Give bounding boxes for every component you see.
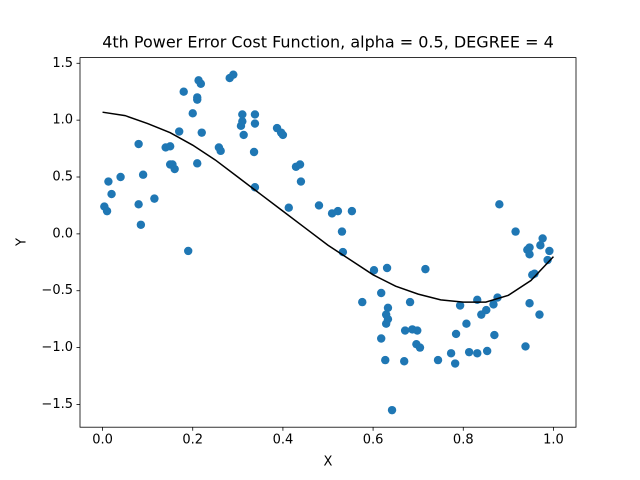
point [462, 319, 471, 328]
point [369, 266, 379, 275]
y-tick-label: 0.0 [52, 226, 73, 241]
y-tick-label: 1.5 [52, 56, 73, 71]
point [535, 310, 544, 319]
point [314, 201, 324, 210]
point [150, 194, 159, 203]
point [333, 206, 343, 216]
point [216, 146, 225, 156]
x-tick-label: 0.0 [92, 433, 113, 448]
point [193, 95, 202, 104]
point [165, 142, 175, 151]
point [358, 297, 367, 307]
point [377, 288, 386, 298]
point [193, 159, 202, 168]
point [525, 250, 534, 259]
x-tick-label: 0.4 [273, 433, 294, 448]
point [451, 329, 461, 339]
point [446, 349, 456, 358]
point [136, 220, 146, 229]
point [107, 189, 116, 199]
point [102, 206, 112, 216]
point [382, 263, 392, 273]
point [543, 255, 552, 265]
point [250, 110, 260, 119]
point [387, 405, 397, 415]
plot-frame [79, 57, 577, 428]
point [455, 301, 465, 310]
point [405, 297, 415, 307]
point [400, 326, 410, 335]
point [229, 70, 238, 79]
point [482, 346, 492, 356]
y-tick-label: 1.0 [52, 113, 73, 128]
x-tick-label: 0.8 [453, 433, 474, 448]
point [377, 334, 386, 343]
point [490, 330, 499, 340]
x-tick-label: 1.0 [543, 433, 564, 448]
point [381, 355, 390, 365]
point [525, 299, 534, 308]
point [464, 347, 474, 357]
point [250, 119, 260, 128]
point [238, 110, 247, 119]
point [415, 343, 425, 352]
x-tick-label: 0.6 [363, 433, 384, 448]
point [450, 359, 460, 368]
point [134, 139, 143, 149]
point [138, 170, 148, 179]
point [250, 183, 260, 192]
y-tick-label: −1.5 [41, 397, 73, 412]
x-tick-label: 0.2 [182, 433, 203, 448]
y-tick-label: 0.5 [52, 170, 73, 185]
point [284, 203, 293, 212]
point [538, 234, 547, 243]
point [433, 355, 443, 365]
point [383, 314, 393, 324]
point [116, 172, 125, 182]
point [383, 303, 393, 312]
point [296, 177, 306, 186]
point [511, 227, 520, 236]
point [249, 147, 259, 157]
point [170, 164, 179, 174]
point [421, 264, 430, 274]
point [278, 130, 288, 140]
point [495, 200, 504, 209]
point [347, 206, 357, 216]
point [295, 160, 305, 169]
point [545, 246, 554, 256]
point [530, 269, 539, 278]
point [196, 79, 206, 88]
point [525, 243, 534, 252]
point [104, 177, 113, 186]
x-axis-label: X [324, 455, 333, 470]
point [489, 300, 498, 309]
point [188, 109, 197, 118]
point [184, 246, 193, 256]
point [521, 342, 530, 351]
y-axis-label: Y [15, 238, 30, 247]
point [337, 227, 347, 236]
point [134, 200, 143, 209]
point [536, 241, 545, 250]
point [473, 349, 482, 358]
point [238, 117, 247, 126]
curve [102, 111, 555, 303]
point [400, 357, 409, 366]
point [175, 127, 184, 136]
chart-title: 4th Power Error Cost Function, alpha = 0… [102, 33, 554, 52]
point [482, 305, 491, 315]
point [413, 326, 422, 335]
y-tick-label: −0.5 [41, 283, 73, 298]
point [179, 87, 188, 96]
y-tick-label: −1.0 [41, 340, 73, 355]
point [239, 130, 248, 140]
point [197, 128, 206, 137]
